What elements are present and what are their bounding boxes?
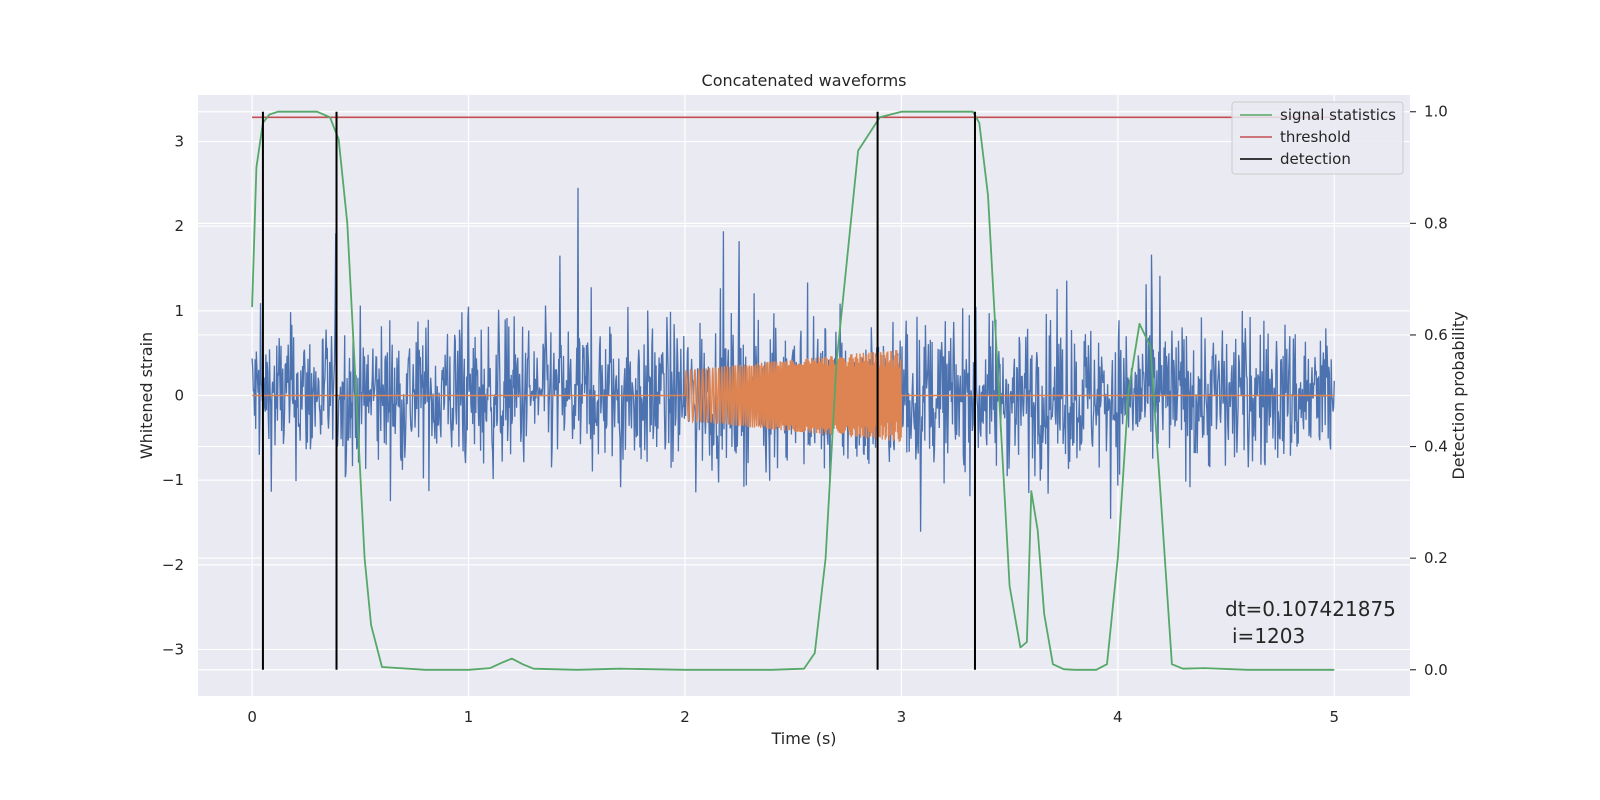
y2-tick-label-4: 0.8 [1424, 214, 1448, 232]
y-tick-label-2: −1 [162, 471, 184, 489]
y-tick-labels: −3 −2 −1 0 1 2 3 [162, 133, 184, 659]
y-axis-title: Whitened strain [137, 332, 156, 459]
y-tick-label-3: 0 [174, 387, 184, 405]
legend-label-detection: detection [1280, 150, 1351, 168]
x-axis-title: Time (s) [770, 729, 836, 748]
y-tick-label-1: −2 [162, 556, 184, 574]
annotation-dt: dt=0.107421875 [1225, 597, 1396, 621]
x-tick-label-4: 4 [1113, 708, 1123, 726]
y2-tick-labels: 0.0 0.2 0.4 0.6 0.8 1.0 [1410, 103, 1448, 679]
series-layer [251, 110, 1335, 671]
y2-tick-label-1: 0.2 [1424, 549, 1448, 567]
injected-signal-series-line [252, 349, 1335, 442]
chart-title: Concatenated waveforms [702, 71, 907, 90]
x-tick-label-5: 5 [1329, 708, 1339, 726]
y2-axis-title: Detection probability [1449, 311, 1468, 479]
y2-tick-label-2: 0.4 [1424, 438, 1448, 456]
y2-tick-label-0: 0.0 [1424, 661, 1448, 679]
x-tick-labels: 0 1 2 3 4 5 [247, 708, 1339, 726]
y2-tick-label-3: 0.6 [1424, 326, 1448, 344]
x-tick-label-0: 0 [247, 708, 257, 726]
x-tick-label-1: 1 [464, 708, 474, 726]
y2-tick-label-5: 1.0 [1424, 103, 1448, 121]
y-tick-label-5: 2 [174, 217, 184, 235]
y-tick-label-0: −3 [162, 640, 184, 658]
legend-label-signal-statistics: signal statistics [1280, 106, 1396, 124]
signal-statistics-series-line [251, 110, 1335, 671]
x-tick-label-3: 3 [897, 708, 907, 726]
legend-box [1231, 101, 1404, 175]
noise-series-line [251, 187, 1335, 532]
legend: signal statistics threshold detection [1231, 101, 1404, 175]
y-tick-label-4: 1 [174, 302, 184, 320]
y-tick-label-6: 3 [174, 133, 184, 151]
legend-label-threshold: threshold [1280, 128, 1351, 146]
x-tick-label-2: 2 [680, 708, 690, 726]
annotation-index: i=1203 [1232, 624, 1305, 648]
